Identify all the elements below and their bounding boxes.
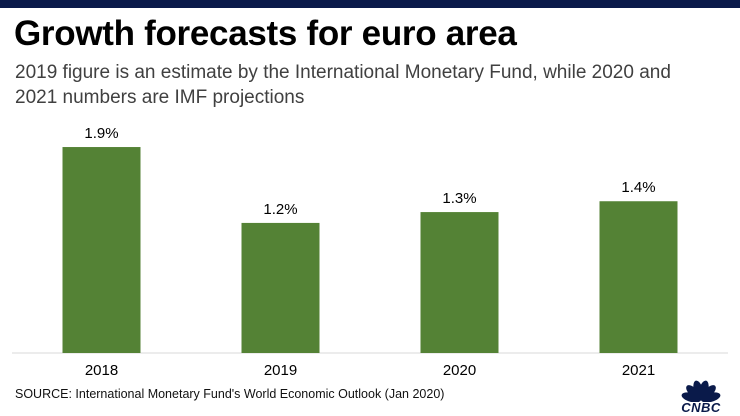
top-accent-bar xyxy=(0,0,740,8)
bar-2018 xyxy=(62,147,141,353)
bars-group xyxy=(62,147,678,353)
category-labels-group: 2018 2019 2020 2021 xyxy=(85,362,655,379)
value-label-2018: 1.9% xyxy=(84,125,118,142)
category-label-2021: 2021 xyxy=(622,362,655,379)
chart-title: Growth forecasts for euro area xyxy=(14,14,517,53)
value-label-2020: 1.3% xyxy=(442,190,476,207)
value-label-2021: 1.4% xyxy=(621,179,655,196)
peacock-icon xyxy=(681,380,721,403)
bar-2019 xyxy=(241,222,320,353)
category-label-2019: 2019 xyxy=(264,362,297,379)
category-label-2018: 2018 xyxy=(85,362,118,379)
value-label-2019: 1.2% xyxy=(263,201,297,218)
bar-2021 xyxy=(599,201,678,353)
cnbc-logo: CNBC xyxy=(668,374,734,415)
value-labels-group: 1.9% 1.2% 1.3% 1.4% xyxy=(84,125,655,218)
logo-text: CNBC xyxy=(681,400,721,415)
bar-2020 xyxy=(420,212,499,353)
chart-subtitle: 2019 figure is an estimate by the Intern… xyxy=(15,62,671,108)
category-label-2020: 2020 xyxy=(443,362,476,379)
source-note: SOURCE: International Monetary Fund's Wo… xyxy=(15,387,445,401)
